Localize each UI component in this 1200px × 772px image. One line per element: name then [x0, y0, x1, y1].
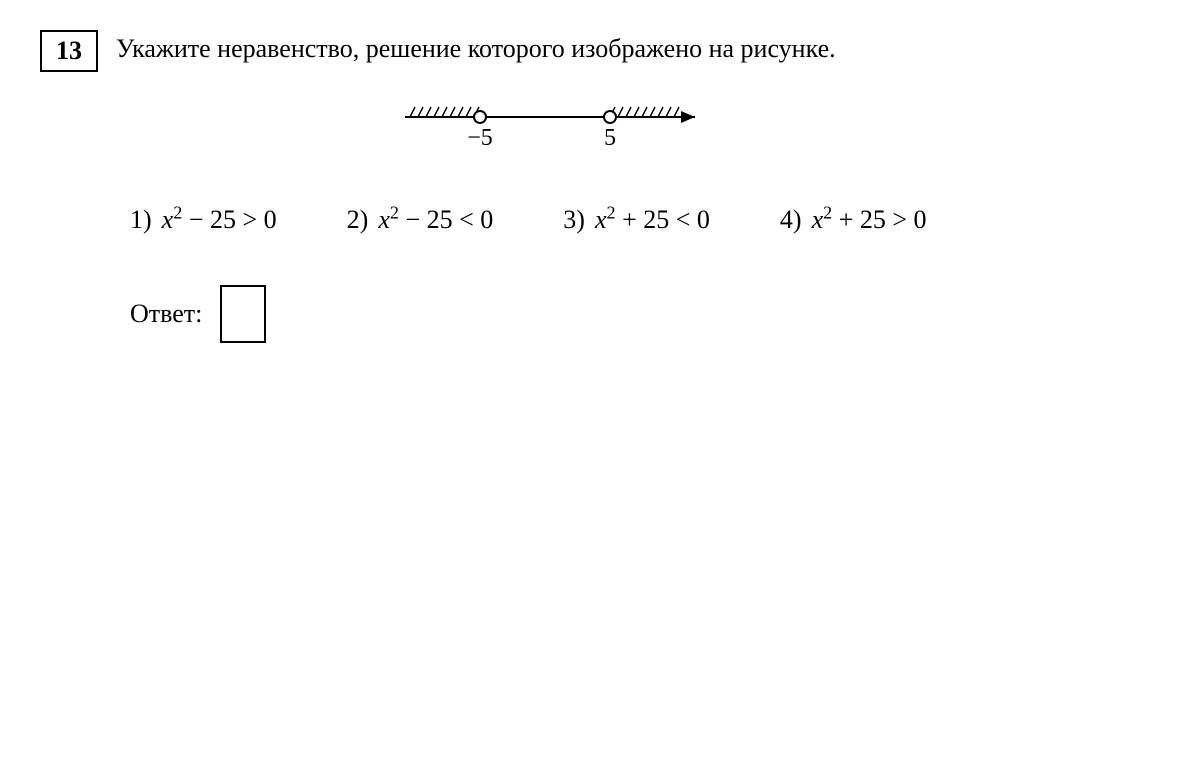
problem-number-box: 13	[40, 30, 98, 72]
option-4: 4) x2 + 25 > 0	[780, 202, 927, 235]
option-number: 1)	[130, 205, 152, 234]
number-line-diagram: −5 5	[380, 102, 1160, 162]
option-expression: x2 − 25 > 0	[162, 205, 277, 234]
answer-row: Ответ:	[130, 285, 1160, 343]
option-number: 4)	[780, 205, 802, 234]
answer-label: Ответ:	[130, 299, 202, 329]
options-row: 1) x2 − 25 > 0 2) x2 − 25 < 0 3) x2 + 25 < 0 4…	[130, 202, 1160, 235]
option-expression: x2 + 25 < 0	[595, 205, 710, 234]
option-1: 1) x2 − 25 > 0	[130, 202, 277, 235]
question-text: Укажите неравенство, решение которого из…	[116, 30, 836, 64]
svg-text:−5: −5	[467, 125, 493, 151]
option-3: 3) x2 + 25 < 0	[563, 202, 710, 235]
option-2: 2) x2 − 25 < 0	[347, 202, 494, 235]
option-expression: x2 − 25 < 0	[378, 205, 493, 234]
answer-input-box[interactable]	[220, 285, 266, 343]
option-number: 3)	[563, 205, 585, 234]
option-number: 2)	[347, 205, 369, 234]
svg-text:5: 5	[604, 125, 616, 151]
option-expression: x2 + 25 > 0	[812, 205, 927, 234]
